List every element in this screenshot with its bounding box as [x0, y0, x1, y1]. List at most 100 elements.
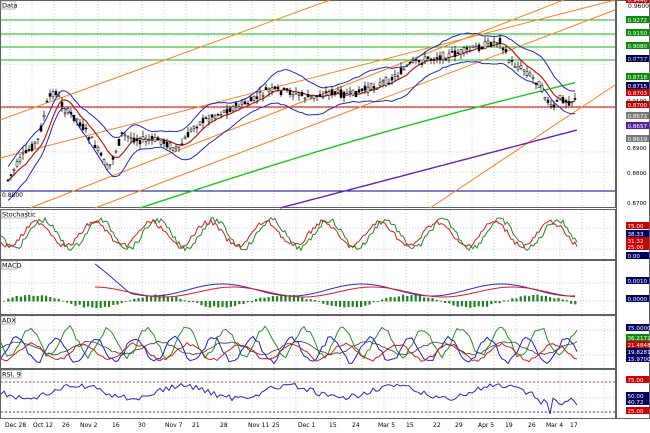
- macd-hist-bar-78: [331, 301, 333, 306]
- macd-hist-bar-50: [213, 301, 215, 306]
- candle-body-162: [493, 41, 495, 42]
- macd-hist-bar-26: [112, 301, 114, 305]
- stochastic-lines: [1, 218, 577, 251]
- candle-body-4: [19, 157, 21, 161]
- macd-hist-bar-43: [184, 300, 186, 301]
- candle-body-61: [190, 129, 192, 131]
- macd-hist-bar-106: [448, 301, 450, 303]
- macd-hist-bar-136: [574, 301, 576, 304]
- macd-hist-bar-87: [368, 301, 370, 305]
- candle-body-70: [217, 114, 219, 115]
- macd-hist-bar-113: [478, 301, 480, 306]
- candle-body-90: [277, 87, 279, 89]
- candle-body-181: [550, 104, 552, 106]
- x-axis-label-8: 28: [220, 422, 228, 429]
- candle-body-55: [172, 148, 174, 151]
- candle-body-135: [412, 61, 414, 63]
- macd-hist-bar-40: [171, 297, 173, 301]
- macd-hist-bar-73: [310, 299, 312, 301]
- candle-body-157: [478, 45, 480, 51]
- candle-body-136: [415, 59, 417, 60]
- panel-titles: Data Stochastic MACD ADX RSI, 9: [1, 1, 36, 379]
- x-axis-label-7: 21: [192, 422, 200, 429]
- candle-body-111: [340, 90, 342, 98]
- candle-body-18: [61, 102, 63, 106]
- candle-body-19: [64, 113, 66, 114]
- candle-body-100: [307, 94, 309, 97]
- rsi-line: [1, 382, 615, 414]
- candle-body-104: [319, 94, 321, 96]
- x-axis-label-3: Nov 2: [80, 422, 98, 429]
- x-axis-label-4: 16: [112, 422, 120, 429]
- adx-plus-di: [1, 326, 577, 359]
- candle-body-96: [295, 92, 297, 94]
- macd-hist-bar-14: [62, 301, 64, 302]
- macd-hist-bar-65: [276, 296, 278, 301]
- macd-hist-bar-101: [427, 298, 429, 302]
- rsi-label-3: 25.00: [628, 409, 644, 415]
- macd-hist-bar-135: [570, 301, 572, 304]
- macd-hist-bar-122: [515, 298, 517, 301]
- candle-body-116: [355, 91, 357, 97]
- candle-body-36: [115, 151, 117, 152]
- x-axis-label-0: Dec 28: [5, 422, 26, 429]
- macd-hist-bar-77: [326, 301, 328, 305]
- candle-body-144: [439, 56, 441, 60]
- macd-hist-bar-44: [188, 301, 190, 302]
- macd-hist-bar-52: [221, 301, 223, 307]
- macd-hist-bar-115: [486, 301, 488, 307]
- x-axis-label-9: Nov 11: [248, 422, 269, 429]
- macd-hist-bar-94: [398, 296, 400, 301]
- candle-body-49: [154, 137, 156, 141]
- candle-body-155: [472, 46, 474, 47]
- candle-body-188: [571, 101, 573, 102]
- candle-body-74: [229, 108, 231, 111]
- candle-body-129: [394, 75, 396, 77]
- candle-body-175: [532, 77, 534, 78]
- macd-hist-bar-130: [549, 297, 551, 301]
- candle-body-184: [559, 95, 561, 99]
- candle-body-164: [499, 38, 501, 43]
- candle-body-31: [100, 153, 102, 155]
- x-axis-label-10: 25: [272, 422, 280, 429]
- price-label-2: 0.9150: [628, 31, 648, 37]
- candle-body-165: [502, 48, 504, 50]
- channel-line-2: [95, 10, 615, 208]
- price-label-11: 0.8619: [628, 137, 648, 143]
- candle-body-59: [184, 137, 186, 138]
- candle-body-182: [553, 105, 555, 107]
- macd-hist-bar-129: [545, 296, 547, 302]
- rsi-label-0: 75.00: [628, 378, 644, 384]
- macd-hist-bar-33: [142, 298, 144, 302]
- candle-body-94: [289, 90, 291, 94]
- macd-hist-bar-6: [28, 295, 30, 302]
- candle-body-177: [538, 81, 540, 87]
- candle-body-14: [49, 94, 51, 97]
- macd-hist-bar-7: [32, 296, 34, 302]
- candle-body-13: [46, 101, 48, 102]
- macd-hist-bar-127: [536, 295, 538, 302]
- macd-hist-bar-79: [335, 301, 337, 306]
- candle-body-33: [106, 165, 108, 169]
- macd-hist-bar-126: [532, 295, 534, 301]
- candle-body-115: [352, 90, 354, 95]
- candle-body-11: [40, 126, 42, 131]
- candle-body-174: [529, 73, 531, 76]
- macd-hist-bar-118: [499, 301, 501, 303]
- macd-hist-bar-85: [360, 301, 362, 307]
- macd-hist-bar-2: [11, 298, 13, 302]
- candle-body-99: [304, 98, 306, 99]
- candle-body-29: [94, 145, 96, 147]
- macd-hist-bar-12: [53, 298, 55, 301]
- candle-body-127: [388, 83, 390, 84]
- macd-hist-bar-29: [125, 301, 127, 302]
- macd-hist-bar-132: [557, 298, 559, 302]
- macd-hist-bar-107: [452, 301, 454, 306]
- candle-body-156: [475, 46, 477, 47]
- price-label-10: 0.8657: [628, 124, 648, 130]
- candle-body-153: [466, 48, 468, 50]
- candle-body-38: [121, 132, 123, 133]
- candle-body-9: [34, 142, 36, 144]
- price-label-9: 0.8672: [628, 114, 648, 120]
- candle-body-166: [505, 49, 507, 52]
